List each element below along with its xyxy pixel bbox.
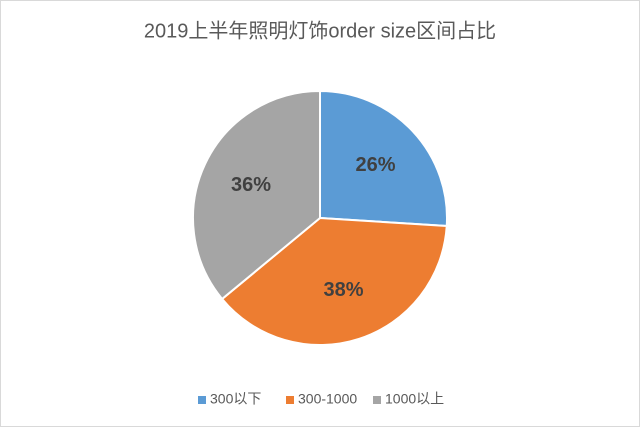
legend-swatch <box>198 396 206 404</box>
legend-swatch <box>286 396 294 404</box>
legend-label: 300-1000 <box>298 391 357 407</box>
chart-title: 2019上半年照明灯饰order size区间占比 <box>144 19 496 42</box>
legend-swatch <box>373 396 381 404</box>
data-label: 38% <box>324 279 364 301</box>
data-label: 36% <box>231 174 271 196</box>
pie-slice <box>220 216 448 346</box>
legend-label: 1000以上 <box>385 391 444 407</box>
pie-slice <box>192 89 321 301</box>
data-label: 26% <box>356 154 396 176</box>
legend-label: 300以下 <box>210 391 261 407</box>
pie-slice <box>319 89 448 228</box>
